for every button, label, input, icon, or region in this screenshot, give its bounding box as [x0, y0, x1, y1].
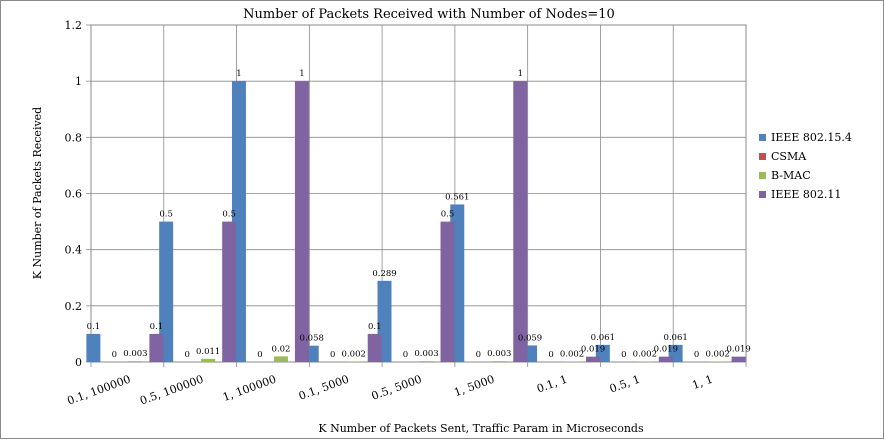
data-label: 0.02 — [271, 344, 290, 354]
bar-b-mac-1 — [128, 361, 143, 362]
bar-ieee-802-11-2 — [222, 221, 237, 362]
x-tick-label: 1, 1 — [690, 373, 714, 392]
data-label: 0.058 — [300, 334, 324, 344]
y-tick-label: 0.6 — [65, 188, 83, 201]
y-axis-label: K Number of Packets Received — [31, 107, 44, 279]
legend-swatch — [759, 134, 766, 141]
bar-b-mac-3 — [273, 356, 288, 362]
x-tick-label: 0.5, 5000 — [370, 373, 424, 403]
data-label: 0.002 — [342, 349, 366, 359]
y-tick-label: 0.2 — [65, 300, 83, 313]
data-label: 0 — [694, 350, 699, 360]
bar-ieee-802-11-6 — [513, 81, 528, 363]
data-label: 0 — [112, 350, 117, 360]
bar-ieee-802-11-9 — [731, 356, 746, 362]
bar-ieee-802-11-3 — [294, 81, 309, 363]
x-tick-label: 1, 5000 — [452, 373, 496, 400]
legend-swatch — [759, 153, 766, 160]
data-label: 1 — [299, 69, 304, 79]
bar-ieee-802-11-8 — [658, 356, 673, 362]
data-label: 1 — [518, 69, 523, 79]
bar-ieee-802-15-4-2 — [159, 221, 174, 362]
y-tick-label: 1 — [75, 75, 82, 88]
data-label: 0.011 — [196, 347, 220, 357]
bar-ieee-802-11-5 — [440, 221, 455, 362]
y-tick-label: 1.2 — [65, 19, 83, 32]
chart-title: Number of Packets Received with Number o… — [243, 7, 615, 22]
data-label: 0.003 — [487, 349, 511, 359]
data-label: 0.5 — [222, 210, 236, 220]
x-tick-label: 0.5, 1 — [608, 373, 642, 396]
x-tick-label: 1, 100000 — [221, 373, 278, 404]
data-label: 0.003 — [414, 349, 438, 359]
y-tick-label: 0.8 — [65, 131, 83, 144]
data-label: 0 — [403, 350, 408, 360]
y-tick-label: 0 — [75, 356, 82, 369]
data-label: 0.019 — [654, 345, 678, 355]
data-label: 0.061 — [663, 333, 687, 343]
data-label: 0.1 — [87, 322, 101, 332]
x-tick-label: 0.1, 1 — [535, 373, 569, 396]
data-label: 0.002 — [633, 349, 657, 359]
bar-ieee-802-15-4-1 — [86, 333, 101, 362]
data-label: 0 — [184, 350, 189, 360]
x-tick-label: 0.5, 100000 — [138, 373, 205, 408]
data-label: 1 — [236, 69, 241, 79]
x-axis-label: K Number of Packets Sent, Traffic Param … — [318, 422, 644, 435]
legend-swatch — [759, 191, 766, 198]
data-label: 0.003 — [123, 349, 147, 359]
data-label: 0.019 — [581, 345, 605, 355]
legend-entry: IEEE 802.15.4 — [771, 131, 852, 144]
bar-b-mac-6 — [492, 361, 507, 362]
data-label: 0 — [330, 350, 335, 360]
x-tick-label: 0.1, 100000 — [65, 373, 132, 408]
data-label: 0 — [476, 350, 481, 360]
bar-b-mac-5 — [419, 361, 434, 362]
bar-ieee-802-11-4 — [367, 333, 382, 362]
data-label: 0.5 — [441, 210, 455, 220]
bar-ieee-802-11-1 — [149, 333, 164, 362]
data-label: 0.059 — [518, 333, 542, 343]
data-label: 0 — [257, 350, 262, 360]
data-label: 0.561 — [445, 192, 469, 202]
legend-entry: IEEE 802.11 — [771, 188, 841, 201]
legend-entry: CSMA — [771, 150, 807, 163]
data-label: 0.1 — [150, 322, 164, 332]
data-label: 0.1 — [368, 322, 382, 332]
bar-b-mac-8 — [637, 361, 652, 362]
data-label: 0 — [548, 350, 553, 360]
bar-b-mac-4 — [346, 361, 361, 362]
y-tick-label: 0.4 — [65, 244, 83, 257]
data-label: 0.061 — [591, 333, 615, 343]
legend-entry: B-MAC — [771, 169, 811, 182]
data-label: 0.5 — [159, 210, 173, 220]
bar-b-mac-2 — [201, 358, 216, 362]
data-label: 0.002 — [705, 349, 729, 359]
data-label: 0.002 — [560, 349, 584, 359]
bar-b-mac-7 — [565, 361, 580, 362]
data-label: 0.019 — [726, 345, 750, 355]
bar-ieee-802-11-7 — [586, 356, 601, 362]
bar-b-mac-9 — [710, 361, 725, 362]
x-tick-label: 0.1, 5000 — [297, 373, 351, 403]
legend-swatch — [759, 172, 766, 179]
data-label: 0 — [621, 350, 626, 360]
data-label: 0.289 — [372, 269, 396, 279]
